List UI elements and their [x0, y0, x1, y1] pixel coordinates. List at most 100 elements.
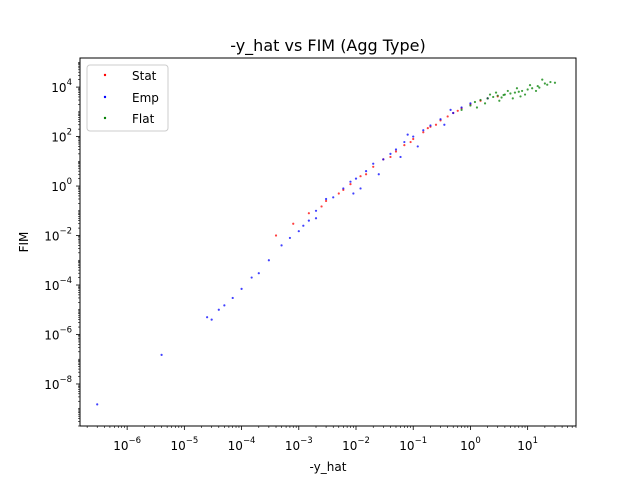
- data-point-emp: [394, 148, 398, 151]
- data-point-emp: [332, 196, 335, 199]
- legend-label-stat: Stat: [132, 69, 157, 83]
- data-point-emp: [314, 217, 318, 220]
- data-point-emp: [280, 244, 283, 247]
- data-point-stat: [409, 140, 412, 144]
- data-point-flat: [534, 89, 538, 93]
- data-point-emp: [364, 170, 368, 173]
- points-layer: [96, 78, 557, 406]
- data-point-emp: [210, 318, 213, 321]
- data-point-flat: [538, 86, 541, 89]
- data-point-flat: [498, 99, 501, 102]
- data-point-flat: [553, 81, 557, 84]
- data-point-flat: [511, 97, 514, 100]
- y-axis-label: FIM: [17, 232, 31, 253]
- data-point-emp: [406, 133, 409, 136]
- data-point-emp: [429, 124, 432, 127]
- data-point-emp: [439, 118, 442, 121]
- data-point-stat: [359, 175, 362, 178]
- data-point-flat: [460, 108, 463, 111]
- data-point-emp: [217, 308, 220, 311]
- legend: Stat Emp Flat: [86, 64, 169, 132]
- data-point-emp: [452, 111, 455, 115]
- data-point-stat: [307, 212, 310, 215]
- series-flat: [460, 78, 557, 111]
- data-point-flat: [479, 98, 482, 102]
- data-point-flat: [502, 93, 505, 97]
- data-point-stat: [434, 123, 438, 126]
- data-point-emp: [449, 108, 452, 111]
- data-point-stat: [320, 205, 323, 208]
- data-point-flat: [541, 78, 544, 81]
- data-point-stat: [456, 109, 459, 112]
- data-point-flat: [492, 95, 495, 99]
- data-point-flat: [531, 87, 534, 90]
- data-point-flat: [469, 104, 472, 107]
- data-point-flat: [494, 91, 498, 94]
- chart-title: -y_hat vs FIM (Agg Type): [230, 36, 426, 56]
- data-point-flat: [523, 93, 527, 96]
- data-point-stat: [274, 234, 278, 237]
- data-point-emp: [231, 296, 234, 300]
- data-point-emp: [302, 224, 305, 227]
- data-point-emp: [416, 145, 419, 148]
- data-point-emp: [267, 259, 270, 262]
- data-point-emp: [250, 276, 253, 279]
- data-point-flat: [513, 91, 517, 94]
- data-point-stat: [426, 127, 429, 130]
- data-point-flat: [549, 80, 552, 84]
- data-point-stat: [364, 173, 368, 176]
- data-point-flat: [509, 92, 512, 95]
- data-point-flat: [496, 94, 499, 97]
- legend-label-flat: Flat: [132, 112, 155, 126]
- data-point-emp: [389, 152, 392, 155]
- data-point-stat: [372, 165, 375, 168]
- data-point-emp: [307, 219, 310, 222]
- data-point-stat: [292, 222, 295, 225]
- data-point-flat: [506, 89, 509, 93]
- data-point-flat: [475, 106, 479, 109]
- legend-marker-emp: [103, 95, 107, 99]
- data-point-flat: [517, 90, 520, 93]
- data-point-emp: [460, 106, 463, 109]
- data-point-emp: [324, 197, 328, 201]
- legend-marker-flat: [103, 116, 107, 120]
- data-point-emp: [443, 123, 446, 126]
- plot-frame: [79, 57, 577, 427]
- data-point-emp: [359, 187, 362, 190]
- data-point-emp: [206, 316, 209, 319]
- data-point-emp: [377, 173, 380, 176]
- data-point-emp: [354, 177, 358, 180]
- data-point-flat: [488, 93, 492, 96]
- data-point-stat: [389, 155, 392, 159]
- data-point-stat: [394, 150, 398, 153]
- data-point-flat: [526, 88, 529, 91]
- data-point-flat: [519, 95, 522, 98]
- data-point-emp: [412, 135, 415, 138]
- data-point-stat: [422, 131, 425, 134]
- series-emp: [96, 97, 489, 406]
- legend-marker-stat: [103, 73, 107, 77]
- data-point-stat: [324, 199, 328, 203]
- legend-box: [86, 64, 169, 132]
- data-point-emp: [352, 192, 355, 195]
- data-point-flat: [521, 89, 524, 93]
- data-point-emp: [342, 187, 345, 190]
- data-point-emp: [314, 209, 318, 212]
- data-point-flat: [515, 87, 519, 90]
- data-point-flat: [486, 97, 489, 100]
- data-point-flat: [543, 82, 546, 85]
- data-point-emp: [257, 272, 260, 275]
- data-point-emp: [382, 158, 385, 161]
- data-point-emp: [288, 236, 292, 240]
- data-point-emp: [469, 102, 472, 105]
- data-point-flat: [528, 84, 532, 87]
- data-point-stat: [349, 182, 352, 186]
- data-point-flat: [500, 96, 503, 99]
- data-point-emp: [297, 230, 300, 233]
- data-point-emp: [422, 129, 425, 132]
- data-point-emp: [372, 162, 375, 165]
- data-point-flat: [546, 83, 549, 86]
- data-point-emp: [223, 304, 226, 307]
